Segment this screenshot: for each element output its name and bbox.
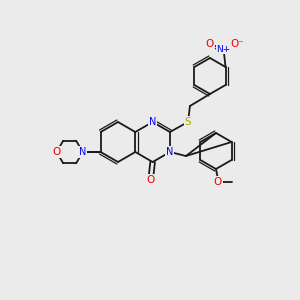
Text: N: N [79, 147, 86, 157]
Text: O: O [206, 39, 214, 49]
Text: O: O [146, 175, 155, 185]
Text: O: O [52, 147, 61, 157]
Text: N+: N+ [216, 44, 231, 53]
Text: O⁻: O⁻ [231, 39, 244, 49]
Text: N: N [79, 147, 86, 157]
Text: S: S [184, 117, 191, 127]
Text: N: N [166, 147, 174, 157]
Text: O: O [214, 177, 222, 187]
Text: N: N [149, 117, 156, 127]
